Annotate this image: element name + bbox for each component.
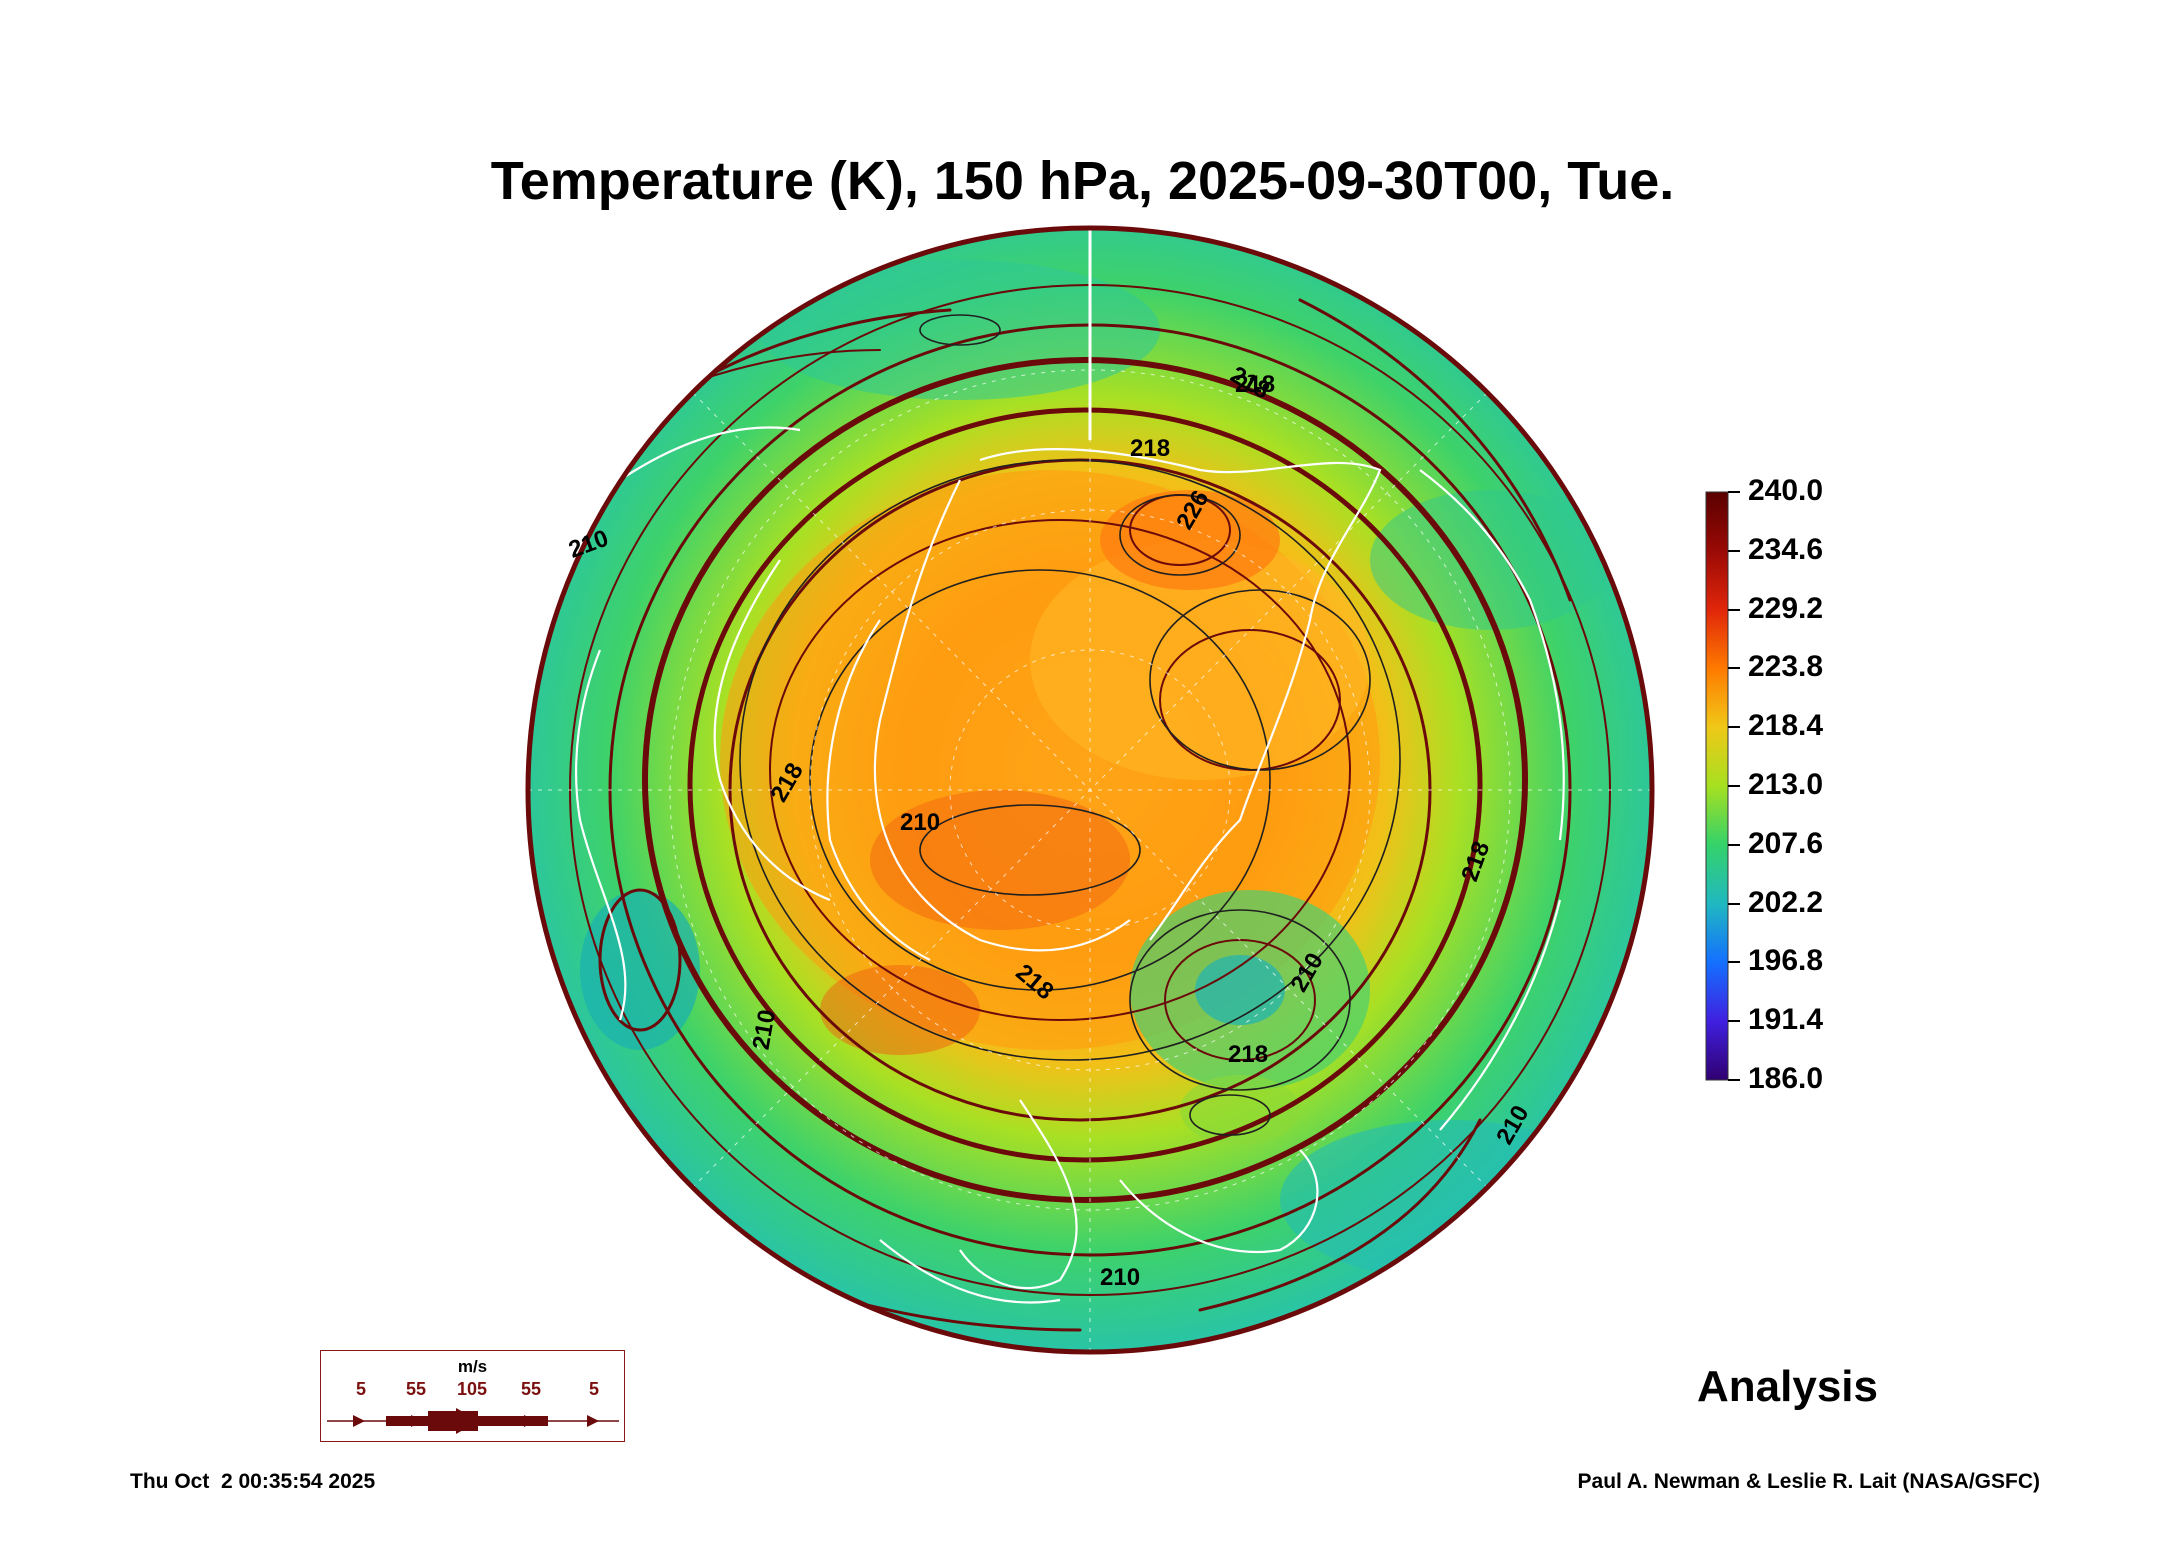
wind-speed-legend: m/s 5 55 105 55 5 bbox=[320, 1350, 625, 1442]
temperature-contours bbox=[739, 314, 1401, 1136]
colorbar-tick-label: 196.8 bbox=[1748, 944, 1824, 977]
wind-legend-label: 55 bbox=[406, 1379, 427, 1399]
wind-legend-label: 105 bbox=[457, 1379, 488, 1399]
colorbar-tick-label: 207.6 bbox=[1748, 827, 1824, 860]
colorbar-tick-label: 191.4 bbox=[1748, 1003, 1824, 1036]
globe-edge bbox=[525, 225, 1655, 1355]
wind-legend-label: 5 bbox=[356, 1379, 367, 1399]
contour-label: 218 bbox=[1130, 435, 1170, 462]
contour-label: 210 bbox=[900, 809, 940, 836]
coastlines bbox=[574, 426, 1565, 1304]
contour-label: 218 bbox=[1228, 1041, 1268, 1068]
contour-label: 210 bbox=[1100, 1264, 1140, 1291]
colorbar-tick-label: 213.0 bbox=[1748, 768, 1824, 801]
colorbar-tick-label: 218.4 bbox=[1748, 709, 1824, 742]
colorbar-tick-label: 202.2 bbox=[1748, 886, 1824, 919]
wind-legend-bar bbox=[327, 1408, 619, 1434]
colorbar-tick-label: 240.0 bbox=[1748, 474, 1824, 507]
colorbar bbox=[1705, 491, 1729, 1081]
colorbar-tick-label: 223.8 bbox=[1748, 650, 1824, 683]
product-label: Analysis bbox=[1697, 1362, 1878, 1411]
map-title: Temperature (K), 150 hPa, 2025-09-30T00,… bbox=[490, 151, 1675, 211]
wind-unit-label: m/s bbox=[457, 1357, 488, 1376]
colorbar-tick-label: 186.0 bbox=[1748, 1062, 1824, 1095]
credit-line: Paul A. Newman & Leslie R. Lait (NASA/GS… bbox=[1577, 1470, 2040, 1493]
contour-label: 218 bbox=[1235, 371, 1275, 398]
graticule bbox=[528, 228, 1652, 1352]
colorbar-tick-label: 229.2 bbox=[1748, 592, 1824, 625]
colorbar-tick-label: 234.6 bbox=[1748, 533, 1824, 566]
colorbar-ticks bbox=[1728, 491, 1740, 1081]
wind-legend-label: 55 bbox=[521, 1379, 542, 1399]
timestamp: Thu Oct 2 00:35:54 2025 bbox=[130, 1470, 376, 1493]
wind-legend-label: 5 bbox=[589, 1379, 600, 1399]
